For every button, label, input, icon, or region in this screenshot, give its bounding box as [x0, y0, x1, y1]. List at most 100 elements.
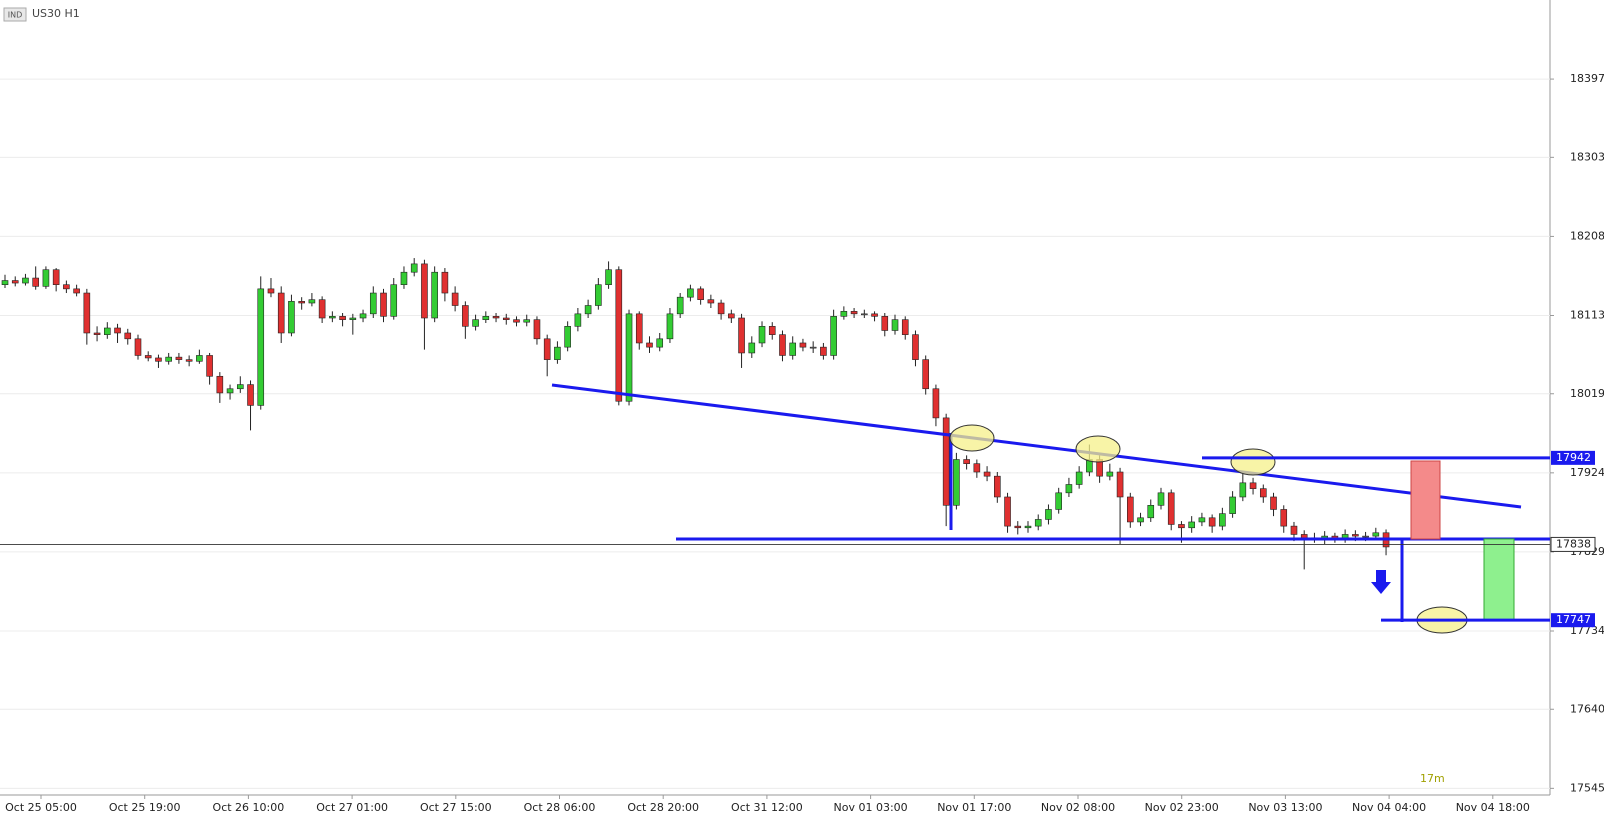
candle-body: [513, 319, 520, 323]
drawings: [551, 383, 1550, 634]
candle-body: [574, 313, 582, 327]
candle-body: [1259, 488, 1267, 498]
candle-body: [1188, 521, 1195, 529]
candle-body: [104, 327, 111, 335]
candle-body: [1219, 513, 1226, 527]
candle-body: [973, 463, 981, 473]
candle-body: [656, 338, 664, 348]
candle-body: [134, 338, 142, 356]
candle-body: [983, 471, 991, 477]
trend-line: [551, 383, 1522, 509]
candle-body: [206, 355, 213, 377]
candle-body: [1116, 471, 1124, 498]
candle-body: [93, 332, 101, 335]
candle-body: [32, 277, 39, 287]
candle-body: [492, 316, 500, 319]
candle-body: [380, 292, 387, 317]
candle-body: [717, 302, 725, 315]
candle-body: [666, 313, 674, 340]
y-tick-label: 17734: [1570, 624, 1604, 637]
candles: [1, 258, 1390, 570]
touch-marker: [949, 424, 995, 452]
candle-body: [564, 326, 571, 348]
countdown: 17m: [1420, 772, 1445, 785]
candle-body: [1198, 517, 1206, 523]
y-tick-label: 17545: [1570, 781, 1604, 794]
candle-body: [912, 334, 919, 360]
x-tick-label: Nov 04 18:00: [1456, 801, 1530, 814]
y-tick-label: 18208: [1570, 229, 1604, 242]
candle-body: [1014, 525, 1022, 529]
candle-body: [881, 316, 889, 331]
candle-body: [1045, 509, 1052, 520]
candle-body: [554, 346, 561, 360]
candle-body: [871, 313, 878, 317]
candle-body: [1075, 471, 1083, 485]
candle-body: [1127, 496, 1134, 523]
y-tick-label: 18113: [1570, 309, 1604, 322]
candle-body: [114, 327, 121, 334]
x-tick-label: Oct 28 06:00: [524, 801, 596, 814]
candle-body: [196, 355, 203, 362]
candle-body: [236, 384, 244, 390]
candle-body: [124, 332, 132, 340]
candle-body: [42, 269, 50, 287]
candle-body: [318, 299, 326, 319]
candle-body: [349, 317, 357, 320]
candle-body: [533, 319, 541, 340]
y-tick-label: 17924: [1570, 466, 1604, 479]
candle-body: [1362, 535, 1369, 538]
x-tick-label: Nov 02 08:00: [1041, 801, 1115, 814]
candle-body: [502, 317, 510, 320]
candle-body: [339, 316, 346, 320]
x-tick-label: Nov 04 04:00: [1352, 801, 1426, 814]
candle-body: [83, 292, 91, 334]
touch-marker: [1230, 448, 1276, 476]
candle-body: [707, 299, 715, 304]
touch-marker: [1075, 435, 1121, 463]
badge: IND: [8, 11, 23, 20]
candle-body: [1229, 496, 1236, 514]
candle-body: [421, 263, 428, 319]
candle-body: [410, 263, 418, 273]
candle-body: [901, 319, 909, 335]
candle-body: [1157, 492, 1165, 506]
candle-body: [635, 313, 643, 344]
candle-body: [994, 475, 1001, 498]
candle-body: [646, 342, 653, 348]
candle-body: [1352, 534, 1359, 537]
candle-body: [257, 288, 265, 406]
candle-body: [155, 357, 162, 362]
candle-body: [1137, 517, 1144, 523]
candle-body: [144, 355, 152, 359]
candle-body: [1055, 492, 1062, 510]
candle-body: [738, 317, 745, 354]
candle-body: [1065, 484, 1073, 494]
candle-body: [226, 388, 234, 394]
candle-body: [267, 288, 275, 294]
x-tick-label: Oct 28 20:00: [627, 801, 699, 814]
x-tick-label: Nov 03 13:00: [1248, 801, 1322, 814]
level-label: 17942: [1556, 451, 1591, 464]
candle-body: [73, 288, 80, 294]
candle-body: [1239, 482, 1247, 498]
candle-body: [22, 277, 29, 284]
candle-body: [922, 359, 930, 390]
candle-body: [779, 334, 786, 356]
level-label: 17747: [1556, 613, 1591, 626]
candle-body: [861, 313, 868, 316]
candle-body: [359, 313, 367, 319]
last-price-box: [1550, 536, 1596, 552]
y-tick-label: 17640: [1570, 702, 1604, 715]
candle-body: [543, 338, 551, 360]
x-tick-label: Oct 25 19:00: [109, 801, 181, 814]
candle-body: [1024, 525, 1032, 529]
candle-body: [185, 359, 193, 362]
candle-body: [687, 288, 694, 298]
down-arrow: [1371, 570, 1391, 594]
candle-body: [1280, 509, 1288, 527]
candle-body: [52, 269, 60, 286]
x-tick-label: Nov 01 03:00: [834, 801, 908, 814]
candle-body: [329, 316, 336, 319]
